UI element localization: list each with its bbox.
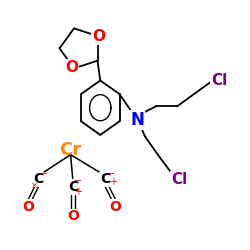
Text: O: O: [23, 200, 34, 213]
Text: O: O: [92, 28, 105, 44]
Text: C: C: [100, 172, 110, 186]
Text: Cl: Cl: [211, 73, 227, 88]
Text: C: C: [33, 172, 43, 186]
Text: Cl: Cl: [171, 172, 188, 187]
Text: ×: ×: [31, 181, 38, 190]
Text: N: N: [130, 111, 144, 129]
Text: O: O: [67, 210, 79, 224]
Text: +: +: [74, 187, 82, 197]
Text: −: −: [40, 169, 48, 179]
Text: O: O: [65, 60, 78, 74]
Text: Cr: Cr: [60, 141, 82, 159]
Text: O: O: [109, 200, 121, 213]
Text: −: −: [74, 176, 82, 186]
Text: +: +: [109, 177, 117, 187]
Text: C: C: [68, 180, 78, 194]
Text: −: −: [106, 169, 115, 179]
